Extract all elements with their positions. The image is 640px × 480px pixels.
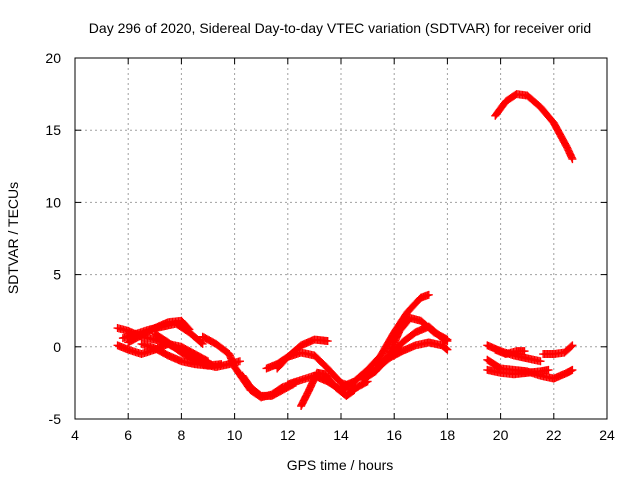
grid-lines [75,58,607,419]
series-arc-8 [198,357,244,372]
chart-title: Day 296 of 2020, Sidereal Day-to-day VTE… [89,20,591,36]
y-axis-label: SDTVAR / TECUs [5,182,21,294]
plot-frame [74,57,608,420]
series-arc-23 [491,90,577,164]
x-tick-label: 8 [178,427,186,443]
data-point-marker [567,342,576,351]
series-arc-21 [483,365,553,379]
x-tick-label: 12 [280,427,296,443]
series-arc-17 [371,338,452,369]
data-point-marker [198,339,207,348]
data-points [113,90,577,411]
series-arc-20 [491,345,529,359]
data-point-marker [544,365,553,374]
data-point-marker [442,344,451,353]
x-tick-label: 22 [546,427,562,443]
data-point-marker [568,365,577,374]
x-tick-label: 4 [71,427,79,443]
data-point-marker [443,345,452,354]
data-point-marker [185,325,194,334]
y-tick-label: 10 [45,194,61,210]
y-tick-label: 15 [45,122,61,138]
data-point-marker [323,337,332,346]
data-point-marker [568,155,577,164]
data-point-marker [536,357,545,366]
x-tick-label: 10 [227,427,243,443]
data-point-marker [424,290,433,299]
data-point-marker [197,338,206,347]
y-tick-label: -5 [49,411,62,427]
y-tick-label: 0 [53,339,61,355]
x-tick-label: 20 [493,427,509,443]
x-tick-label: 6 [124,427,132,443]
data-point-marker [441,344,450,353]
x-tick-labels: 4 6 8 10 12 14 16 18 20 22 24 [71,427,615,443]
data-point-marker [568,341,577,350]
y-tick-label: 5 [53,267,61,283]
data-point-marker [184,324,193,333]
data-point-marker [443,337,452,346]
data-point-marker [520,347,529,356]
data-point-marker [235,357,244,366]
series-arc-16 [358,322,452,380]
x-tick-label: 24 [599,427,615,443]
x-tick-label: 14 [333,427,349,443]
x-tick-label: 18 [440,427,456,443]
series-arc-9 [238,371,298,400]
y-tick-label: 20 [45,50,61,66]
series-arc-22 [539,341,577,359]
x-axis-label: GPS time / hours [287,457,394,473]
y-tick-labels: -5 0 5 10 15 20 [45,50,61,427]
series-arc-4 [124,316,194,347]
x-tick-label: 16 [386,427,402,443]
